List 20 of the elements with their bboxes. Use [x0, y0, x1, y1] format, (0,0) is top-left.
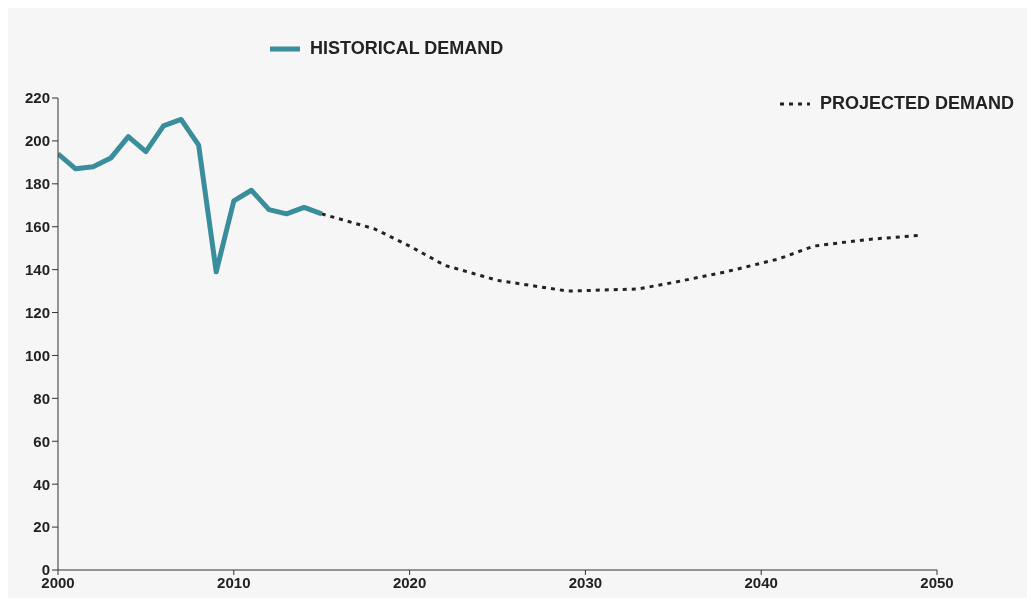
y-tick-label: 120 — [24, 303, 50, 321]
y-tick-label: 140 — [24, 260, 50, 278]
legend-label: HISTORICAL DEMAND — [310, 38, 504, 59]
y-tick-label: 220 — [24, 89, 50, 107]
y-tick-label: 0 — [41, 561, 50, 579]
line-series — [320, 212, 921, 293]
y-tick-label: 100 — [24, 346, 50, 364]
y-tick-label: 20 — [33, 518, 50, 536]
y-tick-label: 60 — [33, 432, 50, 450]
x-tick-label: 2040 — [744, 573, 778, 591]
y-tick-label: 40 — [33, 475, 50, 493]
x-tick-label: 2020 — [392, 573, 427, 591]
x-tick-label: 2030 — [568, 573, 603, 591]
legend-label: PROJECTED DEMAND — [820, 93, 1015, 114]
x-tick-label: 2010 — [217, 573, 251, 591]
y-tick-label: 160 — [24, 218, 50, 236]
y-tick-label: 180 — [24, 175, 50, 193]
y-tick-label: 200 — [24, 132, 50, 150]
x-tick-label: 2050 — [920, 573, 954, 591]
y-tick-label: 80 — [33, 389, 50, 407]
